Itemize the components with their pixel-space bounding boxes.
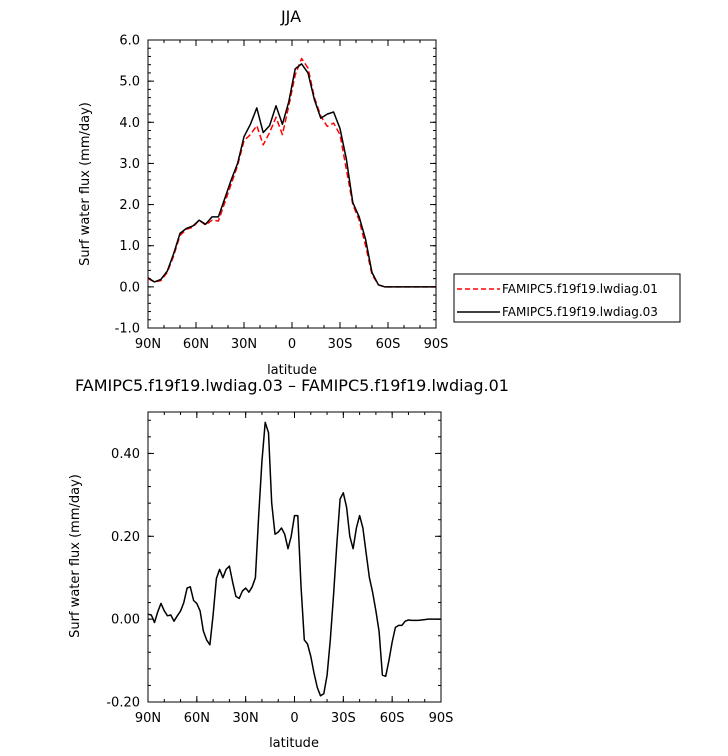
bottom-chart: FAMIPC5.f19f19.lwdiag.03 – FAMIPC5.f19f1… [68,376,509,751]
top-y-axis-label: Surf water flux (mm/day) [78,102,93,266]
y-tick-label: 0.0 [119,280,140,295]
bottom-plot-frame [147,411,442,703]
x-tick-label: 60S [376,337,401,352]
y-tick-label: -0.20 [106,696,140,711]
series-line-1 [147,421,441,697]
bottom-x-axis-label: latitude [269,736,319,751]
x-tick-label: 0 [288,337,296,352]
y-tick-label: 5.0 [119,75,140,90]
series-line-1 [147,57,436,288]
y-tick-label: -1.0 [115,322,140,337]
y-tick-label: 0.00 [111,613,140,628]
y-tick-label: 1.0 [119,239,140,254]
x-tick-label: 30S [328,337,353,352]
x-tick-label: 90S [424,337,449,352]
x-tick-label: 90N [135,337,161,352]
y-tick-label: 0.40 [111,447,140,462]
legend-box [453,273,681,323]
y-tick-label: 2.0 [119,198,140,213]
legend-label-series-1: FAMIPC5.f19f19.lwdiag.01 [502,282,658,296]
x-tick-label: 60S [380,711,405,726]
bottom-chart-title: FAMIPC5.f19f19.lwdiag.03 – FAMIPC5.f19f1… [75,376,509,395]
x-tick-label: 30S [331,711,356,726]
x-tick-label: 60N [184,711,210,726]
bottom-y-axis-label: Surf water flux (mm/day) [68,474,83,638]
y-tick-label: 3.0 [119,157,140,172]
y-tick-label: 6.0 [119,34,140,49]
x-tick-label: 90S [429,711,454,726]
series-line-2 [147,63,436,288]
y-tick-label: 0.20 [111,530,140,545]
x-tick-label: 30N [231,337,257,352]
x-tick-label: 60N [183,337,209,352]
top-x-axis-label: latitude [267,363,317,378]
x-tick-label: 30N [233,711,259,726]
y-tick-label: 4.0 [119,116,140,131]
top-chart: JJA -1.0 0.0 1.0 2.0 3.0 4.0 5.0 6.0 90N 60N 30N 0 3… [78,7,448,378]
x-tick-label: 90N [135,711,161,726]
legend-label-series-2: FAMIPC5.f19f19.lwdiag.03 [502,305,658,319]
legend: FAMIPC5.f19f19.lwdiag.01 FAMIPC5.f19f19.… [453,273,681,323]
top-chart-title: JJA [280,7,301,26]
x-tick-label: 0 [290,711,298,726]
